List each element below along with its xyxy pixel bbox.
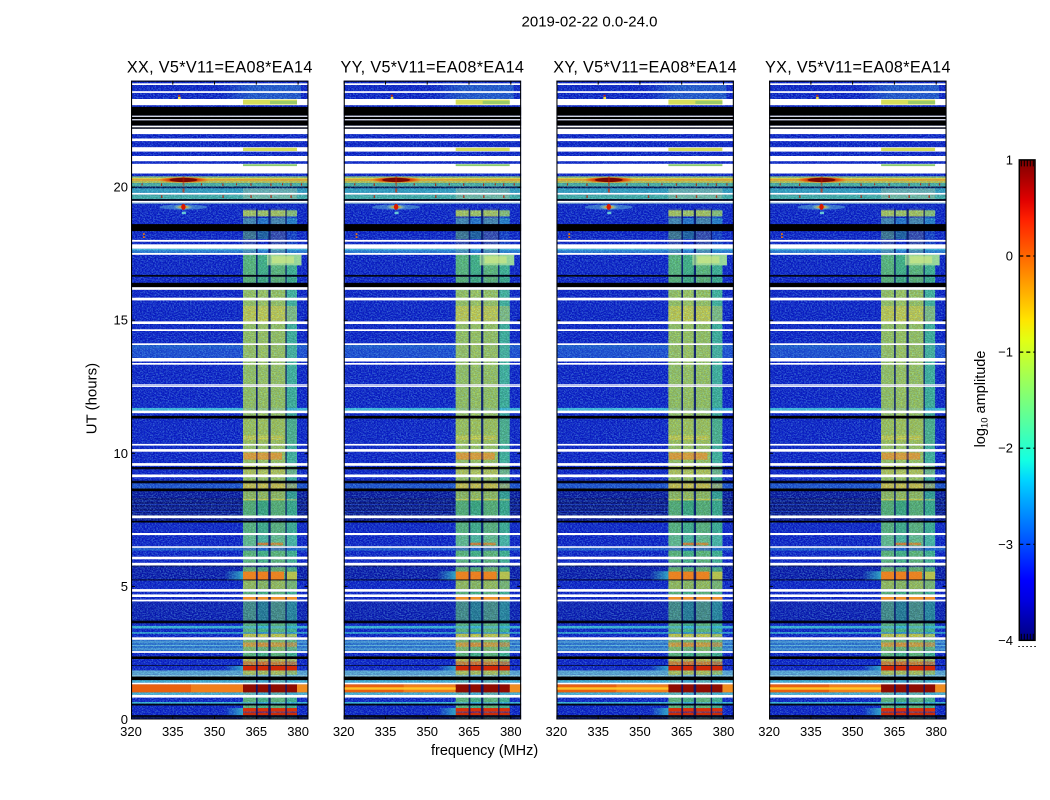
svg-text:XX, V5*V11=EA08*EA14: XX, V5*V11=EA08*EA14 xyxy=(127,59,313,77)
svg-text:335: 335 xyxy=(800,724,822,739)
svg-text:log10 amplitude: log10 amplitude xyxy=(973,351,991,448)
svg-text:−4: −4 xyxy=(998,633,1013,648)
svg-text:5: 5 xyxy=(121,579,128,594)
svg-text:320: 320 xyxy=(758,724,780,739)
svg-text:−2: −2 xyxy=(998,441,1013,456)
svg-text:350: 350 xyxy=(416,724,438,739)
svg-text:15: 15 xyxy=(114,313,128,328)
svg-text:0: 0 xyxy=(1006,249,1013,264)
svg-text:frequency (MHz): frequency (MHz) xyxy=(431,743,538,759)
svg-text:335: 335 xyxy=(162,724,184,739)
svg-text:20: 20 xyxy=(114,180,128,195)
svg-text:1: 1 xyxy=(1006,152,1013,167)
svg-text:380: 380 xyxy=(287,724,309,739)
svg-text:YY, V5*V11=EA08*EA14: YY, V5*V11=EA08*EA14 xyxy=(341,59,525,77)
svg-text:UT (hours): UT (hours) xyxy=(84,363,101,434)
svg-text:YX, V5*V11=EA08*EA14: YX, V5*V11=EA08*EA14 xyxy=(765,59,951,77)
svg-text:0: 0 xyxy=(121,712,128,727)
svg-text:380: 380 xyxy=(713,724,735,739)
svg-text:350: 350 xyxy=(204,724,226,739)
svg-text:320: 320 xyxy=(120,724,142,739)
svg-text:2019-02-22 0.0-24.0: 2019-02-22 0.0-24.0 xyxy=(522,14,658,31)
svg-text:365: 365 xyxy=(884,724,906,739)
svg-text:350: 350 xyxy=(629,724,651,739)
svg-text:365: 365 xyxy=(458,724,480,739)
svg-text:380: 380 xyxy=(500,724,522,739)
svg-text:XY, V5*V11=EA08*EA14: XY, V5*V11=EA08*EA14 xyxy=(553,59,737,77)
svg-text:380: 380 xyxy=(925,724,947,739)
svg-text:365: 365 xyxy=(671,724,693,739)
svg-text:320: 320 xyxy=(333,724,355,739)
svg-text:−1: −1 xyxy=(998,345,1013,360)
svg-text:335: 335 xyxy=(587,724,609,739)
svg-text:320: 320 xyxy=(546,724,568,739)
svg-text:10: 10 xyxy=(114,446,128,461)
svg-text:−3: −3 xyxy=(998,537,1013,552)
svg-text:335: 335 xyxy=(375,724,397,739)
svg-text:350: 350 xyxy=(842,724,864,739)
svg-text:365: 365 xyxy=(245,724,267,739)
